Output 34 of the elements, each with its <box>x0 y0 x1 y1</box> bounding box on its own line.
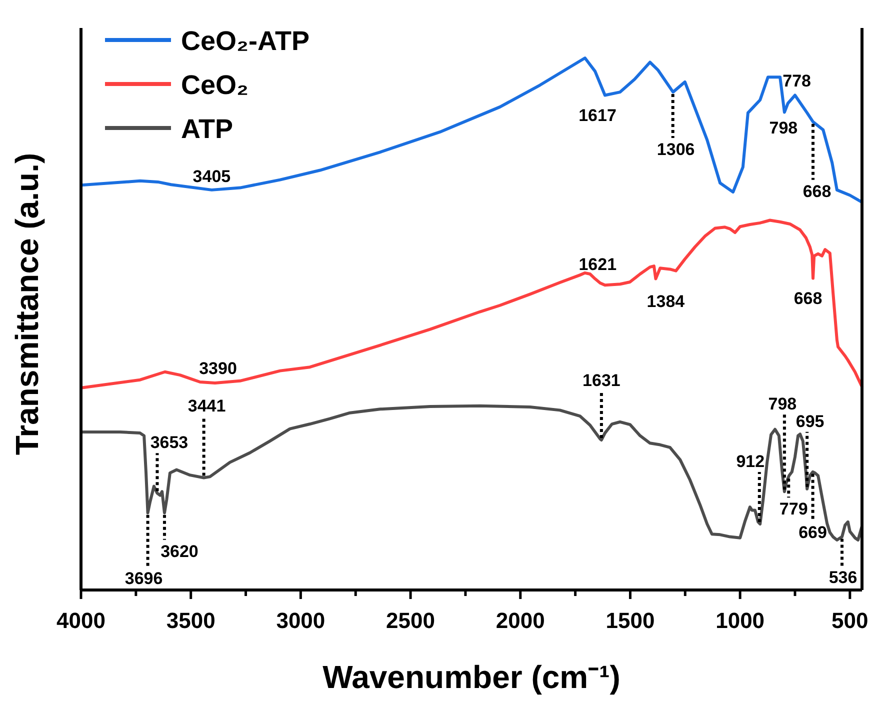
legend-label: ATP <box>181 114 233 144</box>
annotation: 3620 <box>160 542 198 561</box>
annotation: 1617 <box>578 106 616 126</box>
x-tick-label: 500 <box>832 608 868 633</box>
annotation: 668 <box>794 289 822 308</box>
annotation: 798 <box>769 118 798 138</box>
x-tick-label: 3500 <box>166 608 216 633</box>
x-tick-label: 1000 <box>716 608 765 633</box>
annotation: 3653 <box>150 433 188 452</box>
annotation: 1631 <box>582 370 620 390</box>
x-tick-label: 1500 <box>606 608 655 633</box>
annotation: 695 <box>796 412 824 431</box>
annotation: 779 <box>779 500 808 519</box>
x-axis-title: Wavenumber (cm⁻¹) <box>322 659 620 695</box>
legend-label: CeO₂ <box>181 70 249 100</box>
y-axis-title: Transmittance (a.u.) <box>9 152 45 456</box>
x-tick-label: 4000 <box>56 608 106 633</box>
annotation: 3405 <box>192 166 231 186</box>
annotation: 1621 <box>578 255 617 274</box>
legend-label: CeO₂-ATP <box>181 26 310 56</box>
annotation: 536 <box>828 568 858 587</box>
x-tick-label: 3000 <box>276 608 326 633</box>
annotation: 912 <box>736 452 765 472</box>
annotation: 3390 <box>199 359 237 378</box>
annotation: 668 <box>802 182 832 201</box>
annotation: 669 <box>798 522 827 542</box>
annotation: 778 <box>782 72 812 91</box>
x-tick-label: 2000 <box>496 608 545 633</box>
annotation: 1384 <box>646 292 686 311</box>
x-tick-label: 2500 <box>386 608 436 633</box>
annotation: 3696 <box>124 568 163 588</box>
annotation: 3441 <box>188 396 226 416</box>
annotation: 798 <box>768 394 797 414</box>
annotation: 1306 <box>656 140 695 160</box>
